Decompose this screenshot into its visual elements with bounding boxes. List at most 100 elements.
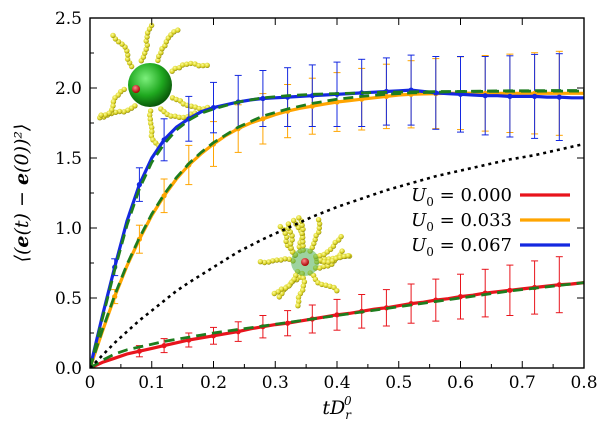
polymer-bead bbox=[147, 112, 153, 118]
data-point bbox=[260, 116, 266, 122]
polymer-bead bbox=[285, 221, 292, 227]
polymer-bead bbox=[172, 65, 178, 72]
polymer-bead bbox=[316, 229, 322, 235]
polymer-bead bbox=[188, 103, 194, 109]
x-tick-label: 0.7 bbox=[509, 373, 536, 393]
data-point bbox=[285, 320, 291, 326]
polymer-bead bbox=[261, 259, 268, 266]
colloid-sphere bbox=[128, 63, 172, 107]
polymer-bead bbox=[147, 108, 154, 114]
legend-label: U0 = 0.000 bbox=[411, 185, 512, 209]
polymer-bead bbox=[188, 60, 194, 67]
polymer-bead bbox=[300, 243, 306, 249]
fit-curve-2 bbox=[90, 89, 584, 368]
x-axis-label: tDr0 bbox=[322, 394, 352, 422]
inset-images bbox=[97, 22, 353, 309]
x-tick-label: 0 bbox=[85, 373, 96, 393]
polymer-bead bbox=[110, 32, 116, 39]
polymer-bead bbox=[98, 112, 104, 118]
polymer-bead bbox=[147, 116, 153, 122]
data-point bbox=[309, 103, 315, 109]
polymer-bead bbox=[283, 238, 289, 244]
polymer-bead bbox=[149, 129, 155, 135]
polymer-bead bbox=[295, 303, 301, 309]
data-point bbox=[556, 282, 562, 288]
polymer-bead bbox=[299, 230, 305, 237]
x-tick-label: 0.2 bbox=[200, 373, 227, 393]
polymer-bead bbox=[175, 27, 181, 33]
data-point bbox=[161, 193, 167, 199]
polymer-bead bbox=[282, 285, 289, 291]
x-tick-label: 0.5 bbox=[385, 373, 412, 393]
polymer-bead bbox=[319, 281, 325, 288]
polymer-bead bbox=[274, 257, 280, 263]
legend-label: U0 = 0.033 bbox=[411, 210, 512, 234]
active-site bbox=[301, 258, 309, 266]
polymer-bead bbox=[296, 215, 302, 221]
polymer-bead bbox=[143, 38, 149, 44]
y-tick-label: 2.0 bbox=[55, 79, 82, 99]
x-tick-label: 0.1 bbox=[138, 373, 165, 393]
polymer-bead bbox=[301, 279, 308, 285]
polymer-bead bbox=[300, 226, 306, 232]
polymer-bead bbox=[148, 120, 154, 127]
polymer-bead bbox=[124, 56, 131, 62]
polymer-bead bbox=[204, 62, 210, 68]
polymer-bead bbox=[276, 294, 282, 300]
data-point bbox=[161, 343, 167, 349]
polymer-bead bbox=[289, 237, 295, 243]
polymer-bead bbox=[299, 222, 305, 228]
data-point bbox=[482, 93, 488, 99]
data-point bbox=[334, 312, 340, 318]
polymer-bead bbox=[266, 259, 272, 265]
inset-passive-colloid bbox=[257, 215, 353, 309]
polymer-bead bbox=[278, 257, 284, 263]
y-tick-label: 1.0 bbox=[55, 219, 82, 239]
polymer-bead bbox=[144, 34, 150, 40]
y-tick-label: 0.5 bbox=[55, 289, 82, 309]
y-tick-label: 0.0 bbox=[55, 359, 82, 379]
data-point bbox=[136, 182, 142, 188]
polymer-bead bbox=[196, 105, 202, 112]
data-point bbox=[457, 91, 464, 97]
polymer-bead bbox=[345, 253, 351, 259]
polymer-bead bbox=[172, 113, 178, 119]
polymer-bead bbox=[144, 42, 150, 48]
polymer-bead bbox=[117, 108, 123, 115]
data-point bbox=[556, 94, 562, 100]
polymer-bead bbox=[321, 259, 327, 265]
y-tick-label: 2.5 bbox=[55, 9, 82, 29]
data-point bbox=[507, 93, 513, 99]
polymer-bead bbox=[257, 259, 264, 265]
x-tick-label: 0.4 bbox=[323, 373, 350, 393]
polymer-bead bbox=[125, 52, 131, 58]
polymer-bead bbox=[334, 288, 340, 294]
y-axis-label: ⟨(e(t) − e(0))²⟩ bbox=[11, 124, 33, 263]
polymer-bead bbox=[271, 290, 277, 297]
polymer-bead bbox=[300, 234, 306, 241]
polymer-bead bbox=[290, 217, 297, 224]
polymer-bead bbox=[121, 109, 127, 115]
polymer-bead bbox=[341, 253, 347, 260]
polymer-bead bbox=[300, 239, 306, 245]
y-tick-label: 1.5 bbox=[55, 149, 82, 169]
polymer-bead bbox=[200, 62, 206, 69]
polymer-bead bbox=[180, 114, 187, 121]
polymer-bead bbox=[179, 62, 186, 68]
polymer-bead bbox=[288, 245, 294, 251]
polymer-bead bbox=[300, 283, 306, 289]
polymer-bead bbox=[102, 112, 109, 118]
active-site bbox=[132, 85, 140, 93]
polymer-bead bbox=[277, 223, 283, 230]
x-axis: 0 0.1 0.2 0.3 0.4 0.5 0.6 0.7 0.8 bbox=[85, 18, 598, 393]
x-tick-label: 0.8 bbox=[570, 373, 597, 393]
polymer-bead bbox=[196, 62, 202, 69]
polymer-bead bbox=[295, 294, 302, 301]
polymer-bead bbox=[312, 236, 318, 243]
polymer-bead bbox=[323, 282, 329, 288]
polymer-bead bbox=[168, 113, 174, 119]
polymer-bead bbox=[110, 99, 117, 105]
data-point bbox=[507, 287, 513, 293]
